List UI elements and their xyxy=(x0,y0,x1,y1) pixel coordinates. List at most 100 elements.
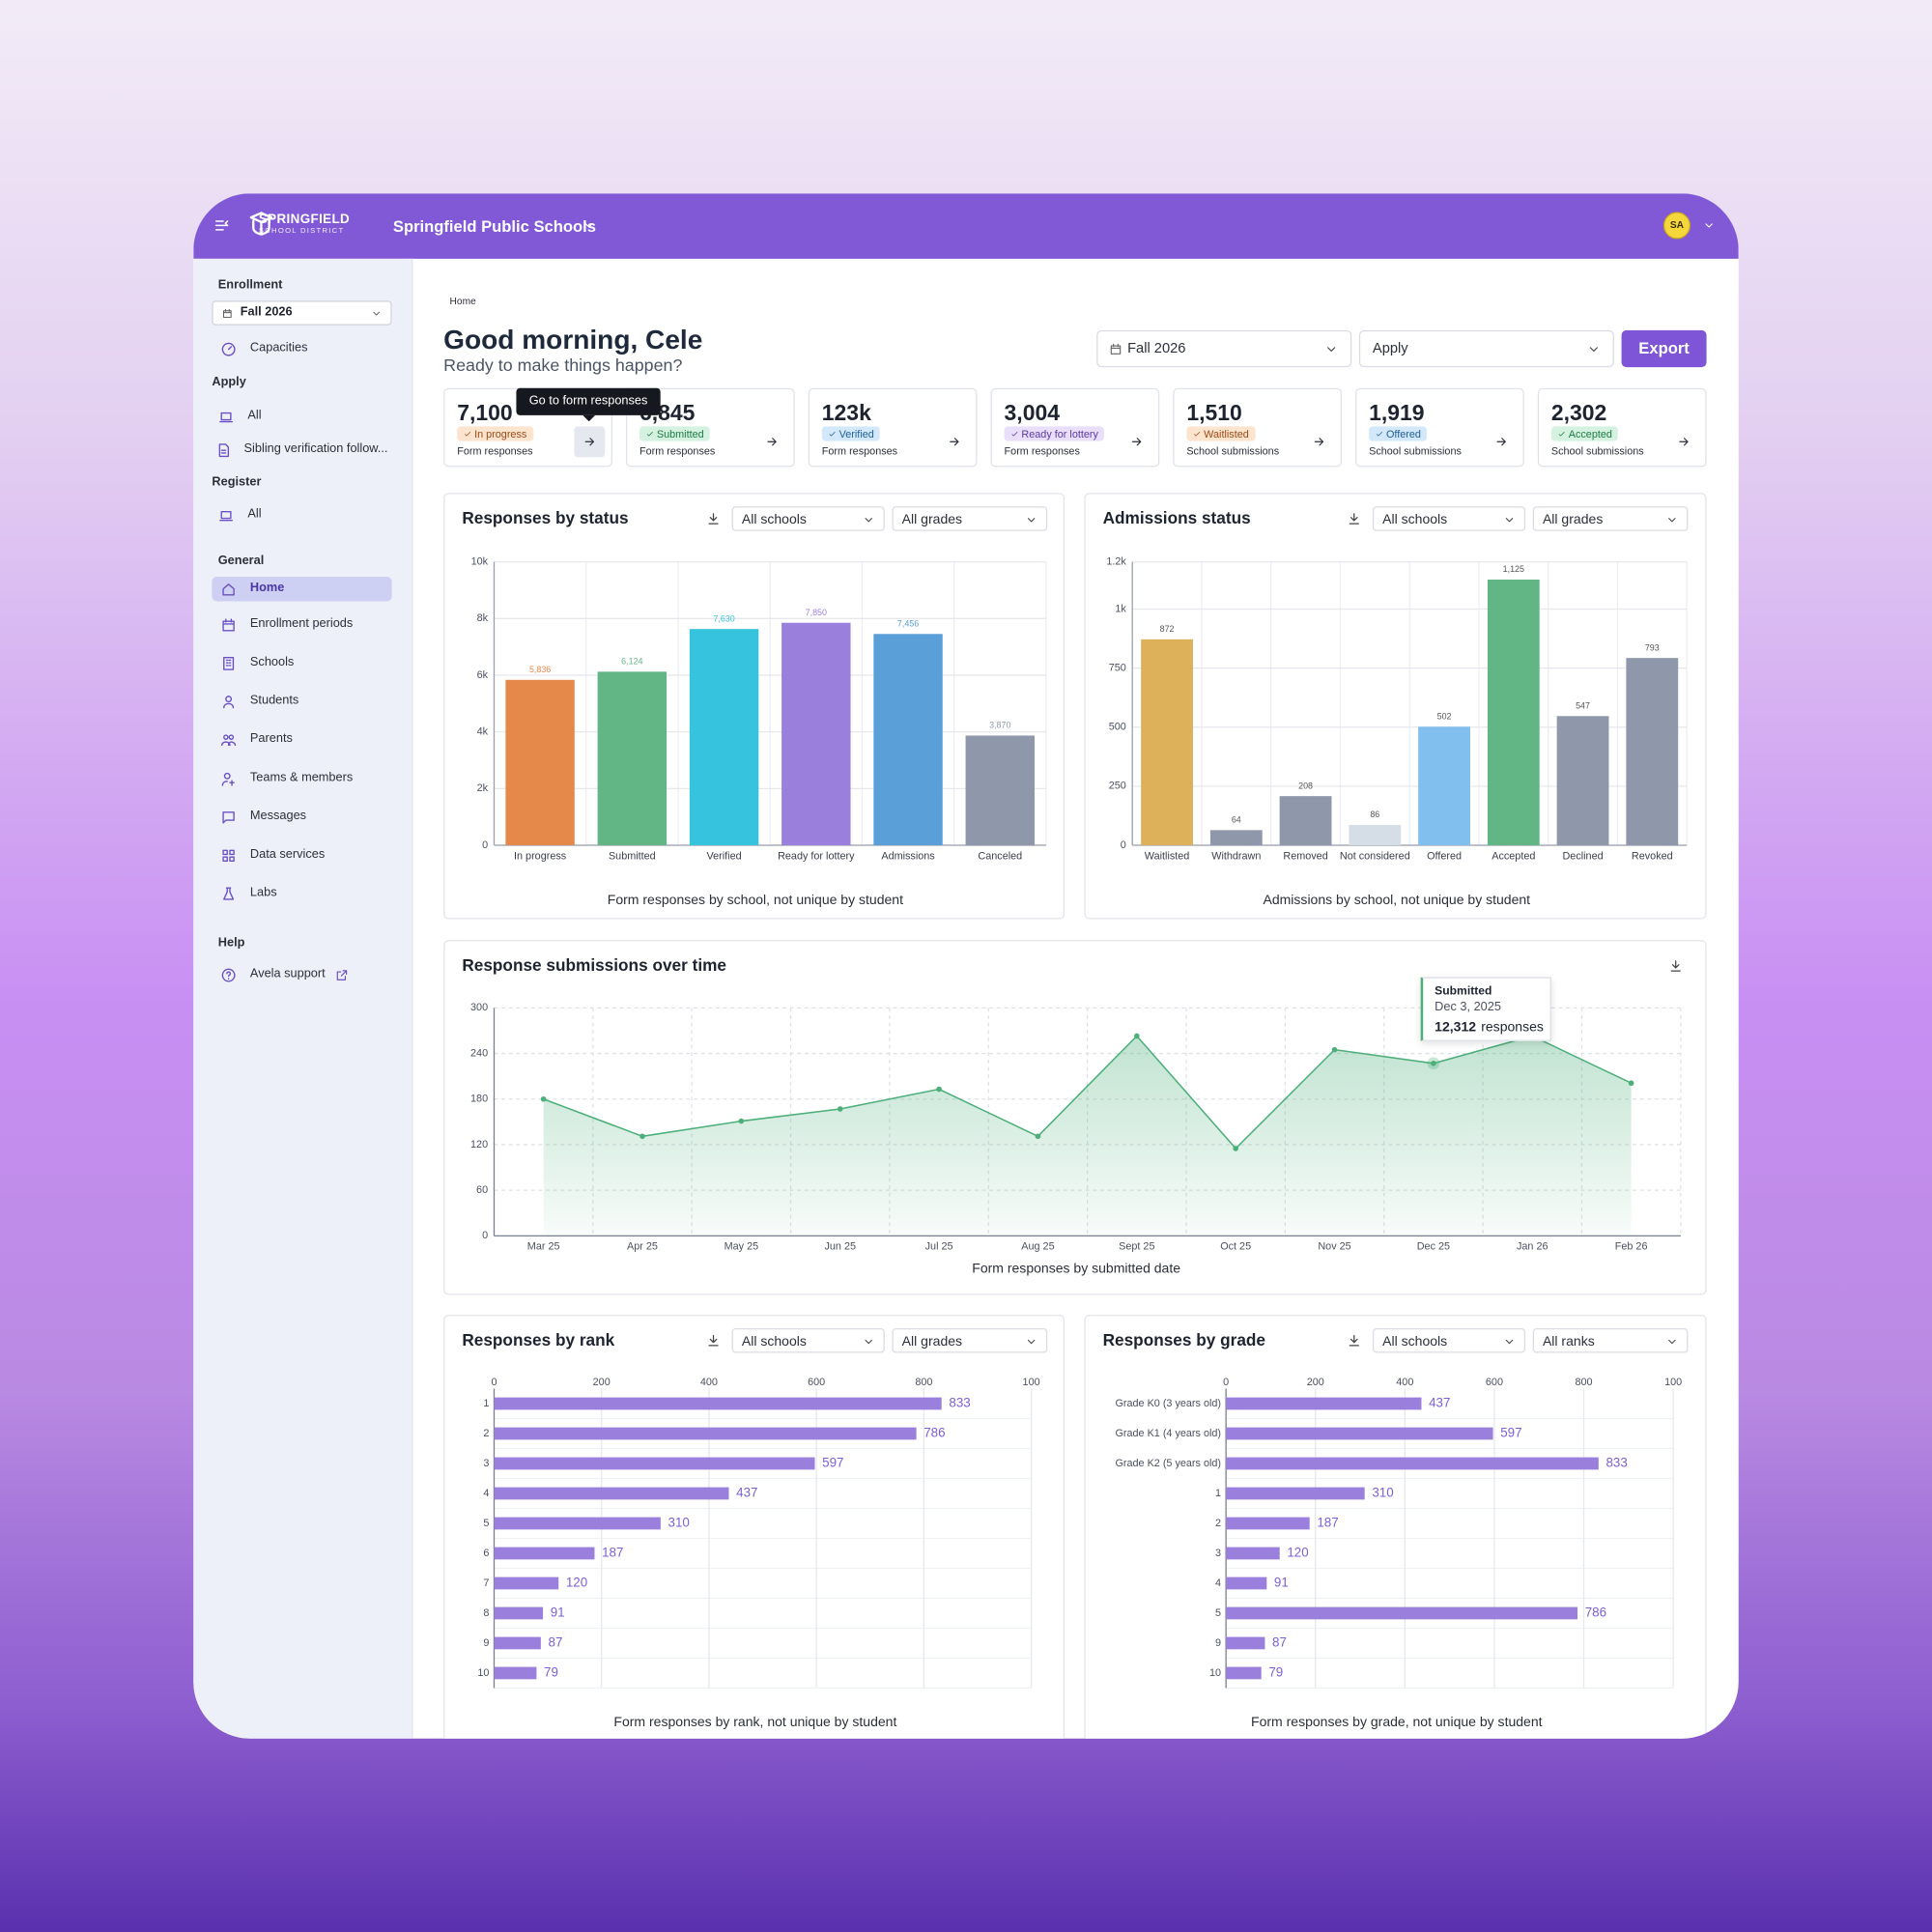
point xyxy=(837,1106,843,1112)
calendar-icon xyxy=(1110,343,1122,355)
nav-item[interactable]: Messages xyxy=(249,810,307,824)
bar xyxy=(1226,1397,1422,1410)
select-chevron xyxy=(1505,1339,1514,1345)
filter-select[interactable]: All schools xyxy=(731,506,885,531)
nav-item[interactable]: Teams & members xyxy=(249,771,354,785)
x-tick-label: 200 xyxy=(1307,1377,1324,1388)
download-button[interactable] xyxy=(703,1331,723,1350)
avatar[interactable]: SA xyxy=(1662,212,1690,240)
icon-shape xyxy=(223,656,235,670)
x-tick-label: 200 xyxy=(593,1377,611,1388)
section-title: General xyxy=(217,554,265,569)
filter-select[interactable]: All schools xyxy=(1372,1327,1526,1353)
y-tick-label: 3 xyxy=(1215,1548,1221,1559)
badge-text: Accepted xyxy=(1568,427,1612,440)
enrollment-select[interactable]: Fall 2026 xyxy=(212,300,392,326)
arrow-icon xyxy=(1496,438,1506,446)
bar xyxy=(1349,824,1402,845)
value-label: 310 xyxy=(1372,1486,1393,1500)
nav-icon xyxy=(223,886,235,899)
icon-shape xyxy=(1505,518,1514,523)
download-button[interactable] xyxy=(1345,1331,1364,1350)
export-button[interactable]: Export xyxy=(1621,329,1707,368)
stat-link[interactable] xyxy=(574,426,606,458)
nav-icon xyxy=(223,695,235,708)
nav-item[interactable]: Home xyxy=(249,582,285,596)
badge-icon xyxy=(1558,431,1565,436)
stat-label: School submissions xyxy=(1369,444,1462,458)
nav-item[interactable]: Schools xyxy=(249,655,295,669)
nav-item[interactable]: All xyxy=(247,409,262,423)
icon-shape xyxy=(222,810,235,823)
y-tick-label: 8 xyxy=(483,1607,489,1619)
nav-item[interactable]: Data services xyxy=(249,847,326,862)
value-label: 79 xyxy=(544,1664,558,1679)
icon-shape xyxy=(223,695,235,708)
bar xyxy=(494,1606,544,1620)
stat-link[interactable] xyxy=(756,426,787,457)
y-tick-label: 0 xyxy=(482,839,488,851)
icon-shape xyxy=(1131,438,1142,446)
breadcrumb[interactable]: Home xyxy=(449,296,476,307)
value-label: 208 xyxy=(1298,781,1313,790)
period-select[interactable]: Fall 2026 xyxy=(1096,329,1352,368)
filter-select[interactable]: All schools xyxy=(731,1327,885,1353)
chart-panel: Form responses by grade, not unique by s… xyxy=(1084,1314,1707,1739)
bar xyxy=(1209,830,1263,845)
icon-shape xyxy=(1679,438,1689,446)
line xyxy=(543,1035,1632,1150)
stat-value: 3,004 xyxy=(1004,400,1060,426)
filter-select[interactable]: All grades xyxy=(1532,506,1689,531)
nav-item[interactable]: Labs xyxy=(249,886,277,900)
icon-shape xyxy=(1027,1339,1036,1345)
download-button[interactable] xyxy=(1665,956,1685,976)
section-title: Enrollment xyxy=(217,278,283,293)
filter-text: All schools xyxy=(1382,512,1448,527)
nav-item[interactable]: Enrollment periods xyxy=(249,617,354,632)
nav-icon xyxy=(221,772,235,786)
nav-item[interactable]: Parents xyxy=(249,731,293,746)
bar xyxy=(505,679,575,845)
y-tick-label: 5 xyxy=(1215,1607,1221,1619)
download-button[interactable] xyxy=(703,509,723,528)
stat-link[interactable] xyxy=(1668,426,1699,457)
collapse-button[interactable] xyxy=(213,216,231,234)
bar xyxy=(781,622,851,845)
stage-select[interactable]: Apply xyxy=(1358,329,1614,368)
icon-shape xyxy=(249,212,273,236)
select-chevron xyxy=(865,1339,872,1345)
nav-item[interactable]: Avela support xyxy=(249,967,326,981)
stat-link[interactable] xyxy=(1303,426,1334,457)
section-title: Help xyxy=(217,936,245,951)
nav-item[interactable]: Students xyxy=(249,694,299,708)
stat-link[interactable] xyxy=(1486,426,1517,457)
y-tick-label: 9 xyxy=(1215,1637,1221,1649)
y-tick-label: 180 xyxy=(470,1094,488,1105)
filter-select[interactable]: All grades xyxy=(892,1327,1048,1353)
x-tick-label: Offered xyxy=(1427,850,1462,862)
tooltip-row: 12,312 responses xyxy=(1435,1020,1544,1035)
nav-item[interactable]: Sibling verification follow... xyxy=(243,441,388,456)
download-icon xyxy=(1349,1335,1359,1347)
badge-text: Waitlisted xyxy=(1204,427,1249,440)
filter-select[interactable]: All ranks xyxy=(1532,1327,1689,1353)
download-button[interactable] xyxy=(1345,509,1364,528)
organization-name[interactable]: Springfield Public Schools xyxy=(392,216,596,236)
value-label: 786 xyxy=(1585,1605,1606,1619)
stat-card: 1,510 Waitlisted School submissions xyxy=(1173,387,1343,468)
bar xyxy=(494,1427,917,1440)
filter-select[interactable]: All schools xyxy=(1372,506,1526,531)
icon-shape xyxy=(708,513,719,525)
stat-link[interactable] xyxy=(1122,426,1152,457)
nav-icon xyxy=(218,442,230,457)
badge-icon xyxy=(1376,431,1382,436)
icon-shape xyxy=(221,772,235,786)
x-tick-label: Waitlisted xyxy=(1145,850,1190,862)
icon-shape xyxy=(584,438,595,446)
bar xyxy=(494,1577,559,1590)
x-tick-label: Jul 25 xyxy=(925,1241,953,1253)
nav-item[interactable]: All xyxy=(247,507,262,522)
filter-select[interactable]: All grades xyxy=(892,506,1048,531)
stat-link[interactable] xyxy=(939,426,970,457)
nav-item[interactable]: Capacities xyxy=(249,341,308,355)
